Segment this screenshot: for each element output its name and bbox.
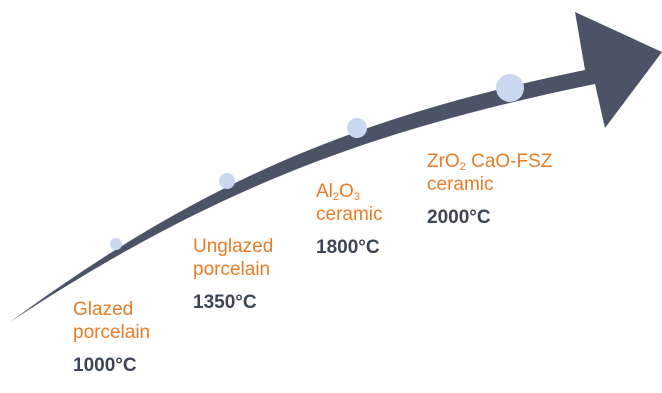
stage-2-name-line2: porcelain <box>193 259 271 281</box>
stage-2-name-line1: Unglazed <box>193 236 274 257</box>
stage-3-formula-subscript: 2 <box>332 191 340 203</box>
stage-1-name-line2: porcelain <box>73 322 151 344</box>
stage-3-formula-part: Al <box>316 181 333 202</box>
stage-3-formula-part: O <box>339 181 354 202</box>
stage-4-formula-part: CaO-FSZ <box>465 151 553 172</box>
stage-1-dot <box>110 238 122 250</box>
stage-3-name-line2: ceramic <box>316 204 383 226</box>
stage-4-name-line2: ceramic <box>427 174 494 196</box>
stage-3-formula: Al2O3 <box>316 180 383 203</box>
stage-3-temperature: 1800°C <box>316 237 380 259</box>
stage-glazed-porcelain: Glazed porcelain 1000°C <box>73 298 150 378</box>
stage-1-temperature: 1000°C <box>73 355 137 377</box>
stage-4-formula: ZrO2 CaO-FSZ <box>427 150 552 173</box>
stage-4-dot <box>496 74 524 102</box>
stage-unglazed-porcelain: Unglazed porcelain 1350°C <box>193 235 273 315</box>
stage-4-formula-subscript: 2 <box>459 161 466 173</box>
stage-3-formula-subscript: 3 <box>353 191 360 203</box>
timeline-arrow <box>10 12 662 322</box>
stage-4-formula-part: ZrO <box>427 151 460 172</box>
stage-3-dot <box>347 118 367 138</box>
stage-2-temperature: 1350°C <box>193 292 257 314</box>
stage-zirconia-ceramic: ZrO2 CaO-FSZ ceramic 2000°C <box>427 150 552 230</box>
stage-1-name-line1: Glazed <box>73 299 134 320</box>
stage-4-temperature: 2000°C <box>427 207 491 229</box>
stage-2-dot <box>219 173 235 189</box>
stage-alumina-ceramic: Al2O3 ceramic 1800°C <box>316 180 383 260</box>
